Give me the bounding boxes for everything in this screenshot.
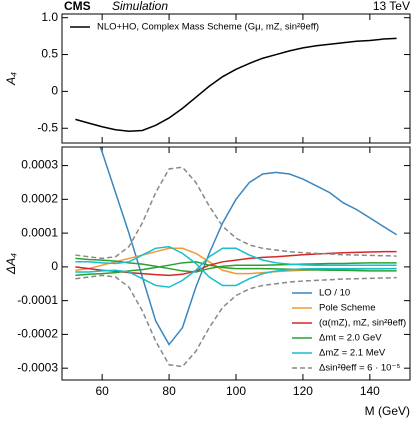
series-line [75,166,397,260]
legend-label: Pole Scheme [319,303,376,314]
x-tick-label: 60 [95,384,109,398]
legend-label: ΔmZ = 2.1 MeV [319,348,386,359]
x-tick-label: 80 [162,384,176,398]
series-line [75,247,397,288]
title: CMS [64,0,91,13]
frame [61,13,411,144]
y-tick-label: 0.5 [41,47,58,61]
legend-label: Δmt = 2.0 GeV [319,333,382,344]
x-tick-label: 100 [226,384,246,398]
series-line [75,37,397,132]
y-axis-label: ΔA₄ [4,253,18,275]
legend-label: Δsin²θeff = 6 · 10⁻⁵ [319,363,400,374]
series-line [75,274,397,368]
y-tick-label: 0.0003 [21,158,58,172]
y-tick-label: -0.0002 [17,327,58,341]
y-tick-label: 0 [51,84,58,98]
legend-label: (α(mZ), mZ, sin²θeff) [319,318,406,329]
y-tick-label: -0.0003 [17,360,58,374]
subtitle: Simulation [112,0,168,13]
y-tick-label: -0.0001 [17,293,58,307]
x-tick-label: 120 [293,384,313,398]
energy-label: 13 TeV [373,0,410,13]
series-line [75,261,397,277]
series-line [99,147,398,346]
series-line [75,245,397,287]
y-tick-label: -0.5 [37,120,58,134]
y-tick-label: 1.0 [41,10,58,24]
y-tick-label: 0.0001 [21,225,58,239]
x-tick-label: 140 [360,384,380,398]
y-axis-label: A₄ [4,72,18,86]
legend-label: LO / 10 [319,288,350,299]
y-tick-label: 0 [51,259,58,273]
frame [61,146,411,381]
y-tick-label: 0.0002 [21,192,58,206]
legend-label: NLO+HO, Complex Mass Scheme (Gμ, mZ, sin… [97,22,319,33]
x-axis-label: M (GeV) [365,404,410,418]
series-line [75,257,397,273]
